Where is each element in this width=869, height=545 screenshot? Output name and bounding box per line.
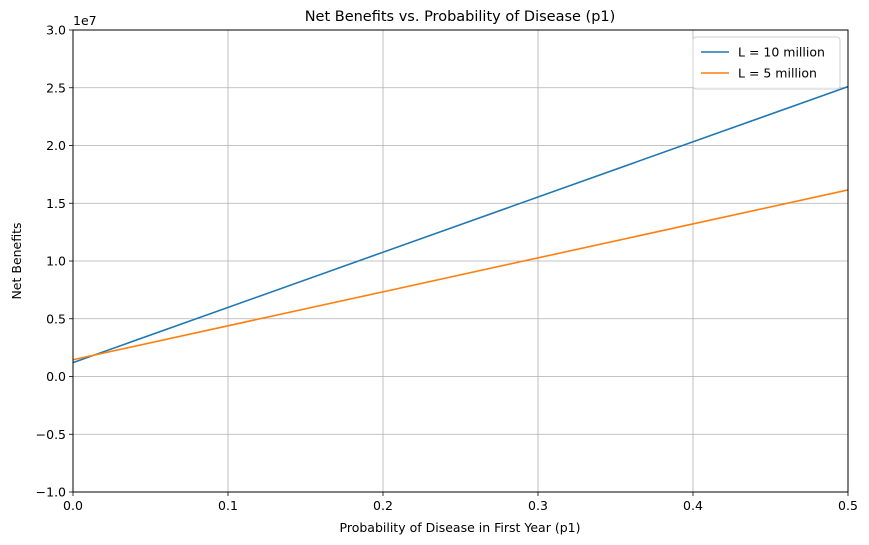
legend-label-1: L = 5 million — [738, 66, 817, 81]
y-tick-label: 2.5 — [46, 80, 66, 95]
x-tick-label: 0.4 — [683, 498, 703, 513]
y-tick-label: 0.5 — [46, 311, 66, 326]
y-tick-label: 1.5 — [46, 196, 66, 211]
legend-label-0: L = 10 million — [738, 45, 825, 60]
grid-lines — [72, 29, 849, 493]
axis-ticks: 0.0 0.1 0.2 0.3 0.4 0.5 −1.0 −0.5 0.0 0.5 1.0 1.5 2.… — [36, 23, 858, 514]
y-tick-label: 0.0 — [46, 369, 66, 384]
series-line-1 — [72, 189, 849, 361]
series-layer — [72, 85, 849, 364]
series-line-0 — [72, 85, 849, 364]
y-tick-label: 1.0 — [46, 254, 66, 269]
x-tick-label: 0.3 — [528, 498, 548, 513]
x-tick-label: 0.2 — [373, 498, 393, 513]
legend: L = 10 million L = 5 million — [692, 36, 841, 90]
y-tick-label: −1.0 — [36, 485, 66, 500]
y-axis-label: Net Benefits — [9, 222, 24, 299]
y-tick-label: 2.0 — [46, 138, 66, 153]
y-tick-label: −0.5 — [36, 427, 66, 442]
chart-title: Net Benefits vs. Probability of Disease … — [305, 9, 616, 25]
y-tick-label: 3.0 — [46, 23, 66, 38]
x-axis-label: Probability of Disease in First Year (p1… — [340, 520, 581, 535]
x-tick-label: 0.5 — [838, 498, 858, 513]
y-scale-label: 1e7 — [73, 13, 97, 28]
x-tick-label: 0.1 — [218, 498, 238, 513]
x-tick-label: 0.0 — [63, 498, 83, 513]
legend-box — [692, 36, 841, 90]
